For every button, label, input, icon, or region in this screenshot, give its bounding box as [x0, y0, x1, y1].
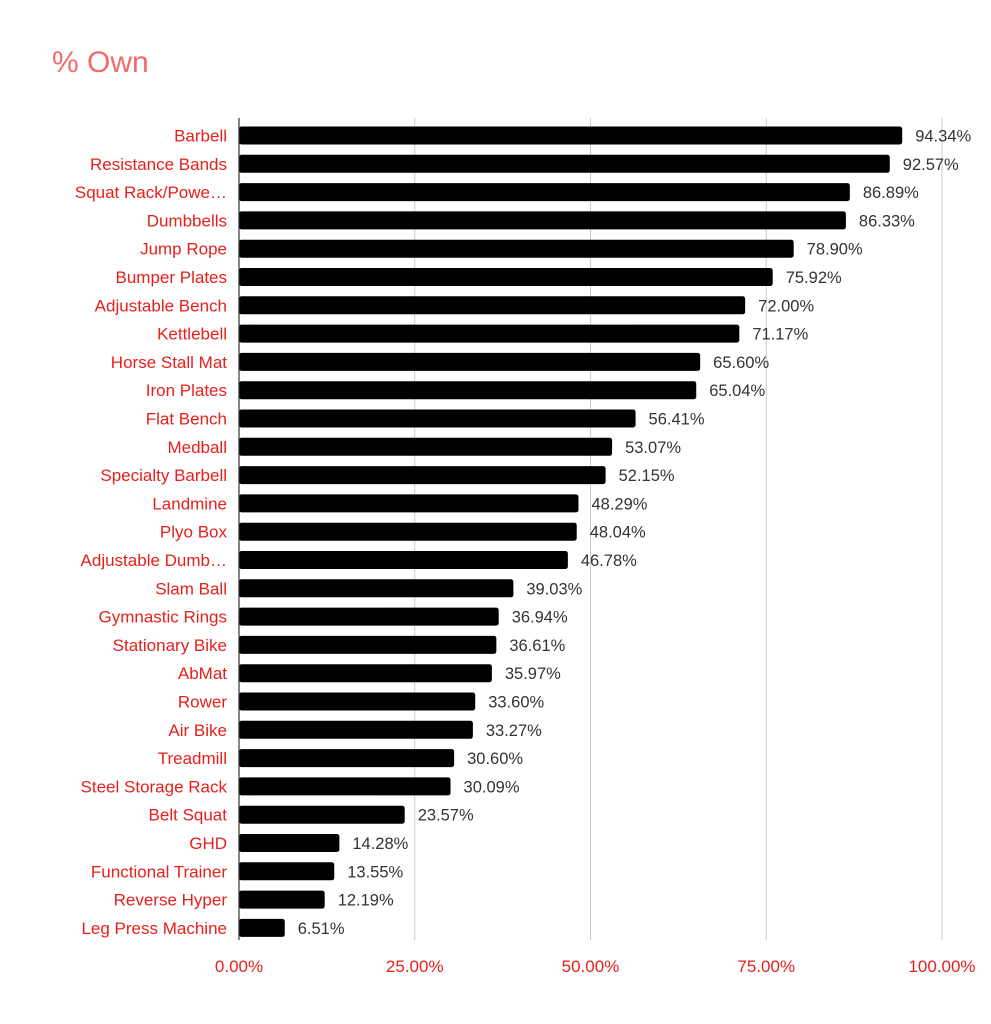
category-label: Functional Trainer — [91, 862, 227, 881]
data-label: 56.41% — [649, 411, 705, 429]
data-label: 52.15% — [619, 467, 675, 485]
bar — [239, 607, 499, 626]
data-label: 53.07% — [625, 439, 681, 457]
bar — [239, 551, 568, 569]
bar — [239, 522, 577, 541]
data-label: 78.90% — [807, 241, 863, 259]
data-label: 86.89% — [863, 184, 919, 202]
x-tick-label: 0.00% — [215, 957, 263, 976]
bar — [239, 805, 405, 824]
data-label: 46.78% — [581, 552, 637, 570]
chart-title: % Own — [52, 46, 149, 79]
category-label: Gymnastic Rings — [99, 608, 227, 627]
category-label: Jump Rope — [140, 240, 227, 259]
data-label: 33.27% — [486, 722, 542, 740]
category-label: Squat Rack/Powe… — [75, 183, 227, 202]
category-label: Plyo Box — [160, 523, 228, 542]
x-tick-label: 50.00% — [562, 957, 620, 976]
bar — [239, 324, 740, 343]
category-label: Horse Stall Mat — [111, 353, 227, 372]
category-label: Bumper Plates — [116, 268, 228, 287]
x-tick-labels: 0.00% 25.00% 50.00% 75.00% 100.00% — [215, 957, 976, 976]
data-label: 75.92% — [786, 269, 842, 287]
category-label: Landmine — [152, 494, 227, 513]
bar — [239, 154, 890, 173]
category-label: Adjustable Dumb… — [81, 551, 227, 570]
data-label: 86.33% — [859, 212, 915, 230]
data-labels: 94.34% 92.57% 86.89% 86.33% 78.90% 75.92% 72.0… — [298, 128, 972, 938]
data-label: 48.29% — [591, 495, 647, 513]
category-label: Air Bike — [168, 721, 227, 740]
category-label: Leg Press Machine — [81, 919, 227, 938]
bar — [239, 296, 746, 315]
data-label: 36.61% — [509, 637, 565, 655]
x-tick-label: 100.00% — [908, 957, 975, 976]
data-label: 36.94% — [512, 609, 568, 627]
bar — [239, 579, 514, 598]
category-labels: Barbell Resistance Bands Squat Rack/Powe… D… — [75, 127, 228, 938]
category-label: Belt Squat — [149, 806, 228, 825]
data-label: 65.04% — [709, 382, 765, 400]
bar — [239, 749, 455, 768]
bar — [239, 494, 579, 513]
data-label: 65.60% — [713, 354, 769, 372]
category-label: Rower — [178, 693, 227, 712]
bar — [239, 664, 492, 683]
bar — [239, 777, 451, 796]
bars — [239, 126, 903, 937]
data-label: 13.55% — [347, 863, 403, 881]
category-label: GHD — [189, 834, 227, 853]
data-label: 6.51% — [298, 920, 345, 938]
bar — [239, 381, 697, 400]
data-label: 30.60% — [467, 750, 523, 768]
bar — [239, 239, 794, 258]
category-label: Stationary Bike — [113, 636, 227, 655]
category-label: Adjustable Bench — [95, 296, 227, 315]
category-label: Barbell — [174, 127, 227, 146]
category-label: Flat Bench — [146, 410, 227, 429]
bar — [239, 409, 636, 428]
bar — [239, 466, 606, 485]
data-label: 30.09% — [464, 778, 520, 796]
bar — [239, 183, 850, 202]
data-label: 92.57% — [903, 156, 959, 174]
category-label: Reverse Hyper — [114, 891, 228, 910]
bar — [239, 437, 613, 456]
bar — [239, 720, 473, 739]
data-label: 72.00% — [758, 297, 814, 315]
category-label: Steel Storage Rack — [81, 777, 228, 796]
category-label: Iron Plates — [146, 381, 227, 400]
data-label: 48.04% — [590, 524, 646, 542]
bar — [239, 352, 701, 371]
data-label: 35.97% — [505, 665, 561, 683]
bar — [239, 862, 335, 881]
category-label: Medball — [167, 438, 227, 457]
bar — [239, 268, 773, 286]
bar — [239, 211, 846, 230]
data-label: 39.03% — [526, 580, 582, 598]
data-label: 14.28% — [352, 835, 408, 853]
bar — [239, 918, 285, 937]
x-tick-label: 75.00% — [737, 957, 795, 976]
category-label: Slam Ball — [155, 579, 227, 598]
data-label: 94.34% — [915, 128, 971, 146]
data-label: 71.17% — [752, 326, 808, 344]
bar — [239, 834, 340, 852]
data-label: 12.19% — [338, 892, 394, 910]
category-label: Resistance Bands — [90, 155, 227, 174]
category-label: Kettlebell — [157, 325, 227, 344]
x-tick-label: 25.00% — [386, 957, 444, 976]
bar — [239, 890, 325, 909]
bar — [239, 692, 476, 711]
data-label: 33.60% — [488, 694, 544, 712]
bar — [239, 126, 903, 145]
data-label: 23.57% — [418, 807, 474, 825]
bar — [239, 635, 497, 654]
category-label: Dumbbells — [147, 211, 227, 230]
category-label: AbMat — [178, 664, 227, 683]
category-label: Specialty Barbell — [100, 466, 227, 485]
category-label: Treadmill — [158, 749, 227, 768]
